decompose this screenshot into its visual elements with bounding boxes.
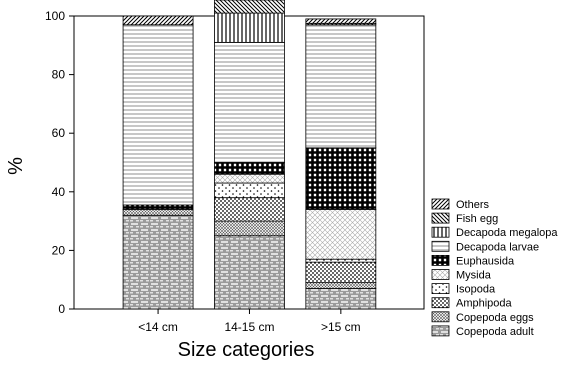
- bar-stack: [122, 15, 194, 310]
- legend-swatch: [431, 297, 450, 309]
- legend-label: Copepoda eggs: [456, 312, 534, 324]
- bar-segment: [122, 15, 194, 26]
- legend-item: Copepoda eggs: [431, 311, 534, 324]
- legend-item: Euphausida: [431, 254, 515, 267]
- legend-swatch: [431, 311, 450, 323]
- legend-label: Amphipoda: [456, 298, 513, 310]
- bar-segment: [305, 288, 377, 310]
- bar-segment: [214, 182, 285, 199]
- legend-swatch: [431, 254, 450, 266]
- legend-label: Decapoda larvae: [456, 241, 539, 253]
- legend-label: Fish egg: [456, 213, 498, 225]
- x-tick-label: <14 cm: [138, 320, 178, 334]
- y-tick-label: 80: [52, 68, 66, 82]
- bar-segment: [122, 214, 194, 310]
- legend-item: Mysida: [431, 269, 492, 282]
- x-axis: <14 cm 14-15 cm >15 cm: [138, 309, 361, 334]
- legend-item: Decapoda larvae: [431, 240, 539, 253]
- bar-segment: [214, 41, 285, 163]
- bar-segment: [305, 261, 377, 284]
- bar-segment: [305, 24, 377, 149]
- legend-swatch: [431, 212, 450, 224]
- y-axis-label: %: [5, 157, 27, 175]
- x-tick-label: 14-15 cm: [224, 320, 274, 334]
- y-tick-label: 100: [45, 9, 65, 23]
- bar-segment: [122, 204, 194, 210]
- bar-segment: [305, 147, 377, 210]
- legend-label: Euphausida: [456, 255, 515, 267]
- legend-swatch: [431, 325, 450, 337]
- bar-segment: [214, 235, 285, 310]
- legend-label: Others: [456, 199, 490, 211]
- legend-label: Isopoda: [456, 284, 496, 296]
- y-tick-label: 20: [52, 243, 66, 257]
- bar-segment: [214, 12, 285, 43]
- legend-item: Copepoda adult: [431, 325, 534, 338]
- legend-item: Amphipoda: [431, 297, 513, 310]
- legend-label: Mysida: [456, 270, 492, 282]
- legend-swatch: [431, 226, 450, 238]
- bar-segment: [305, 282, 377, 289]
- bar-segment: [214, 162, 285, 175]
- legend-label: Decapoda megalopa: [456, 227, 558, 239]
- bar-stack: [305, 18, 377, 310]
- bar-segment: [305, 258, 377, 263]
- bar-segment: [214, 197, 285, 222]
- x-tick-label: >15 cm: [321, 320, 361, 334]
- y-tick-label: 40: [52, 185, 66, 199]
- y-tick-label: 60: [52, 126, 66, 140]
- legend-item: Decapoda megalopa: [431, 226, 558, 239]
- legend-swatch: [431, 283, 450, 295]
- legend-swatch: [431, 269, 450, 280]
- legend-swatch: [431, 198, 450, 210]
- legend-item: Fish egg: [431, 212, 498, 225]
- bar-stack: [214, 0, 285, 310]
- bar-segment: [214, 220, 285, 237]
- bar-segment: [305, 208, 377, 260]
- bar-segment: [214, 0, 285, 14]
- bars-group: [122, 0, 377, 310]
- bar-segment: [214, 173, 285, 184]
- legend-item: Others: [431, 198, 490, 211]
- bar-segment: [122, 208, 194, 216]
- y-tick-label: 0: [58, 302, 65, 316]
- legend-item: Isopoda: [431, 283, 496, 296]
- bar-segment: [122, 24, 194, 206]
- legend-label: Copepoda adult: [456, 326, 534, 338]
- x-axis-label: Size categories: [178, 339, 315, 361]
- legend-swatch: [431, 240, 450, 252]
- legend: Others Fish egg Decapoda megalopa Decapoda …: [431, 198, 558, 338]
- bar-segment: [305, 18, 377, 24]
- y-axis: 0 20 40 60 80 100: [45, 9, 74, 316]
